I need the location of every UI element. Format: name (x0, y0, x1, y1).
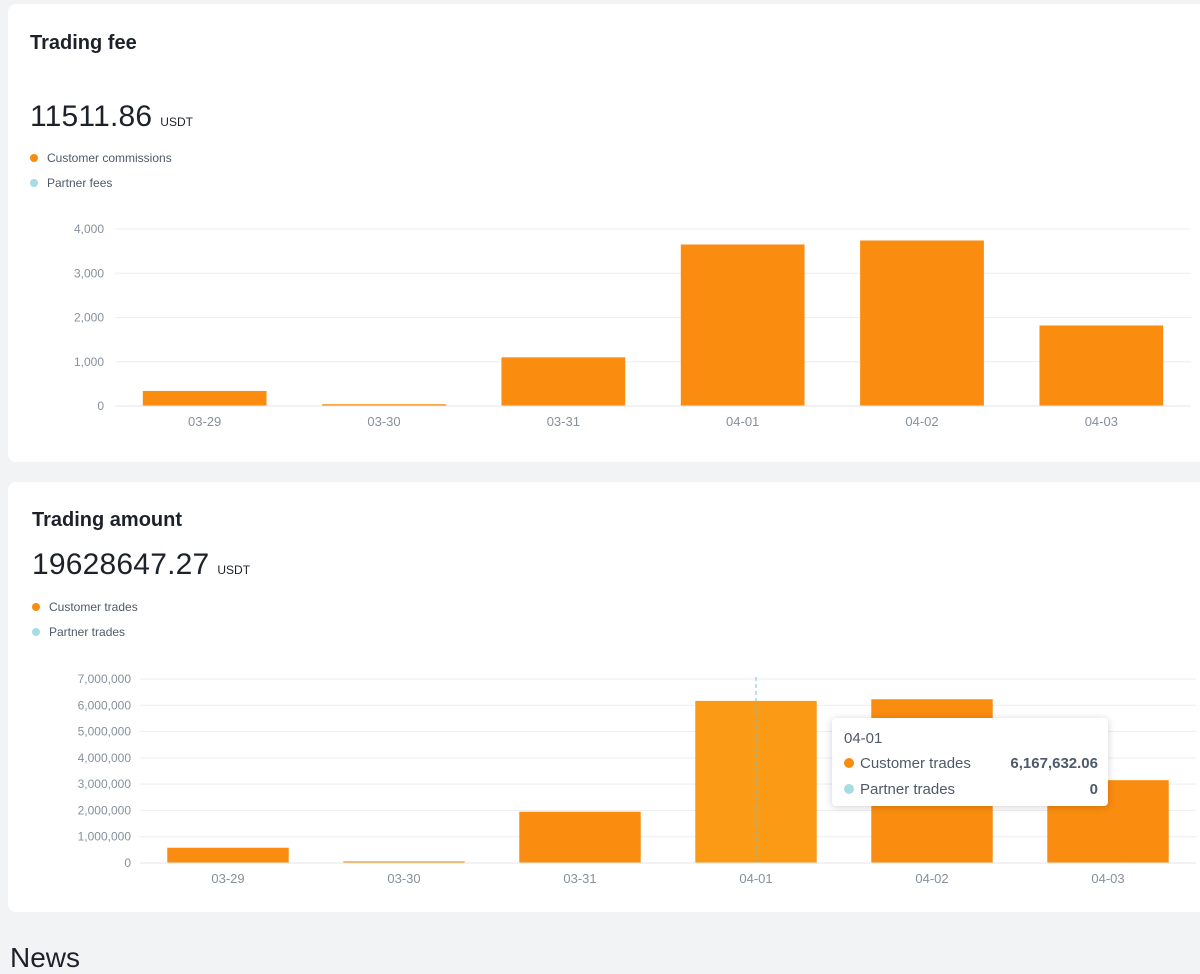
y-tick-label: 3,000 (74, 266, 104, 280)
legend-label: Customer commissions (47, 150, 172, 165)
legend-item-partner-trades[interactable]: Partner trades (32, 619, 138, 644)
bar-03-30[interactable] (322, 404, 446, 406)
legend-item-customer-commissions[interactable]: Customer commissions (30, 145, 172, 170)
legend-item-partner-fees[interactable]: Partner fees (30, 170, 172, 195)
legend-dot-icon (30, 153, 38, 162)
bar-03-31[interactable] (501, 357, 626, 406)
y-tick-label: 3,000,000 (78, 777, 132, 791)
y-tick-label: 7,000,000 (78, 672, 132, 686)
trading-amount-legend: Customer trades Partner trades (32, 594, 138, 644)
bar-04-01[interactable] (680, 244, 805, 406)
trading-amount-chart[interactable]: 0 1,000,000 2,000,000 3,000,000 4,000,000 5,0… (8, 482, 1200, 912)
x-tick-label: 04-02 (915, 871, 948, 886)
tooltip-label: Partner trades (860, 780, 956, 798)
y-tick-label: 0 (124, 856, 131, 870)
bar-04-02[interactable] (860, 240, 984, 406)
legend-dot-icon (32, 627, 40, 636)
news-heading: News (10, 942, 81, 973)
trading-amount-total: 19628647.27 USDT (32, 548, 250, 582)
bar-03-29[interactable] (142, 390, 267, 406)
bar-03-30[interactable] (343, 861, 465, 863)
y-tick-label: 2,000 (74, 311, 104, 325)
trading-fee-total: 11511.86 USDT (30, 100, 193, 134)
y-tick-label: 6,000,000 (78, 698, 132, 712)
tooltip-dot-icon (844, 758, 854, 768)
y-tick-label: 4,000 (74, 222, 104, 236)
bar-03-29[interactable] (167, 847, 289, 863)
x-tick-label: 03-31 (547, 414, 580, 429)
y-tick-label: 0 (97, 399, 104, 413)
trading-fee-card: Trading fee 11511.86 USDT Customer commi… (8, 4, 1200, 462)
x-tick-label: 04-03 (1085, 414, 1118, 429)
legend-dot-icon (30, 178, 38, 187)
x-tick-label: 04-01 (726, 414, 759, 429)
trading-fee-title: Trading fee (30, 32, 137, 54)
trading-fee-legend: Customer commissions Partner fees (30, 145, 172, 195)
tooltip-row-customer-trades: Customer trades 6,167,632.06 (844, 750, 1098, 776)
tooltip-value: 6,167,632.06 (1010, 754, 1098, 772)
tooltip-date: 04-01 (844, 730, 883, 747)
x-tick-label: 03-30 (387, 871, 420, 886)
trading-amount-card: Trading amount 19628647.27 USDT Customer… (8, 482, 1200, 912)
y-tick-label: 2,000,000 (78, 803, 132, 817)
tooltip-label: Customer trades (860, 754, 971, 772)
chart-tooltip: 04-01 Customer trades 6,167,632.06 Partn… (832, 718, 1108, 806)
trading-amount-total-unit: USDT (217, 563, 251, 577)
trading-fee-total-unit: USDT (160, 115, 193, 129)
legend-label: Customer trades (49, 599, 138, 614)
x-tick-label: 03-29 (188, 414, 221, 429)
y-tick-label: 1,000,000 (78, 830, 132, 844)
y-tick-label: 5,000,000 (78, 725, 132, 739)
tooltip-dot-icon (844, 784, 854, 794)
tooltip-row-partner-trades: Partner trades 0 (844, 776, 1098, 802)
legend-item-customer-trades[interactable]: Customer trades (32, 594, 138, 619)
x-tick-label: 04-01 (739, 871, 772, 886)
trading-amount-total-value: 19628647.27 (32, 548, 210, 581)
bar-03-31[interactable] (519, 811, 641, 863)
trading-amount-title: Trading amount (32, 509, 182, 531)
trading-fee-chart[interactable]: 0 1,000 2,000 3,000 4,000 03-29 03-30 03-31 04-0… (8, 4, 1200, 462)
legend-label: Partner trades (49, 624, 126, 639)
tooltip-value: 0 (1089, 780, 1098, 798)
legend-dot-icon (32, 602, 40, 611)
x-tick-label: 03-31 (563, 871, 596, 886)
y-tick-label: 1,000 (74, 355, 104, 369)
x-tick-label: 03-29 (211, 871, 244, 886)
x-tick-label: 04-02 (905, 414, 938, 429)
x-tick-label: 04-03 (1091, 871, 1124, 886)
y-tick-label: 4,000,000 (78, 751, 132, 765)
trading-fee-total-value: 11511.86 (30, 100, 153, 133)
legend-label: Partner fees (47, 175, 113, 190)
x-tick-label: 03-30 (367, 414, 400, 429)
bar-04-03[interactable] (1039, 325, 1164, 406)
